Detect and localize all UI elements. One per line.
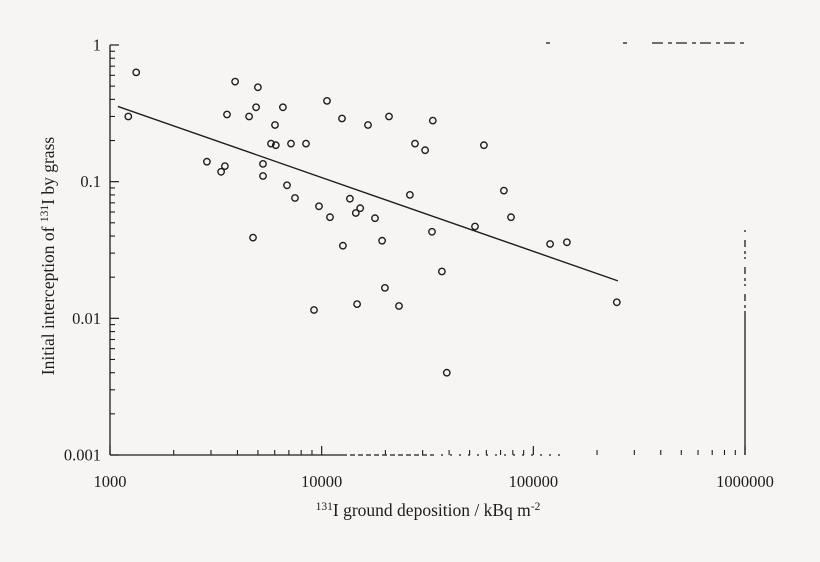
data-point [428,227,436,236]
data-point [421,146,429,155]
data-point [411,139,419,148]
data-point [378,236,386,245]
data-point [253,83,262,92]
x-tick-label: 1000 [94,472,127,491]
data-point [124,112,133,121]
data-point [364,121,372,129]
axes [109,45,565,456]
data-point [278,103,287,112]
data-point [507,213,515,222]
data-point [252,103,261,112]
data-point [302,139,310,148]
data-point [323,97,331,105]
data-point [231,77,240,86]
data-point [612,298,621,307]
data-point [405,190,414,199]
x-tick-label: 1000000 [716,472,774,491]
data-point [351,209,360,217]
data-point [499,186,508,195]
y-tick-label: 0.01 [72,309,101,328]
scan-artifacts [546,42,746,455]
x-tick-label: 10000 [301,472,342,491]
data-point [217,167,226,176]
data-point [287,139,295,148]
x-tick-label: 100000 [509,472,559,491]
data-point [259,159,267,168]
data-point [479,141,488,150]
data-point [220,162,229,171]
data-point [546,240,554,248]
tick-marks [109,44,746,456]
data-point [315,202,323,211]
data-point [245,112,254,121]
tick-labels: 1000 10000 100000 1000000 1 0.1 0.01 0.001 [64,36,774,492]
y-tick-label: 1 [93,36,101,55]
data-point [271,141,280,150]
data-point [442,368,451,377]
data-point [345,194,354,203]
data-point [223,110,231,119]
data-point [202,157,211,166]
data-point [249,233,257,242]
data-point [326,213,334,222]
data-point [338,241,347,250]
data-point [395,302,403,310]
data-point [271,121,279,129]
data-point [283,181,291,190]
data-point [385,112,393,121]
data-point [356,204,365,213]
y-axis-title: Initial interception of 131I by grass [38,137,58,376]
data-point [371,214,379,223]
data-point [259,172,267,180]
data-point [132,68,141,77]
y-tick-label: 0.1 [80,172,101,191]
data-point [471,222,479,231]
data-point [310,306,318,314]
data-point [563,238,571,247]
trend-line [117,105,619,282]
data-point [338,114,346,123]
y-tick-label: 0.001 [64,446,101,465]
data-point [267,139,275,148]
data-point [380,283,389,292]
data-point [437,267,446,276]
data-point [428,116,437,125]
data-point [291,194,299,202]
x-axis-title: 131I ground deposition / kBq m-2 [316,500,541,520]
data-point [353,300,361,308]
data-points [124,68,621,377]
